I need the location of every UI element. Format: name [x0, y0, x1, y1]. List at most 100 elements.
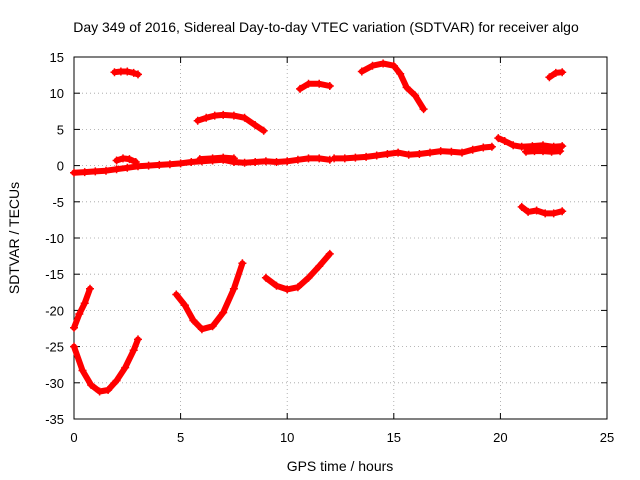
data-point — [229, 284, 238, 293]
data-point — [539, 147, 547, 156]
plot-frame — [73, 56, 608, 420]
series-arc-main-b — [330, 142, 496, 163]
data-point — [325, 82, 334, 90]
series-arc-neg22 — [70, 284, 94, 332]
data-point — [541, 209, 550, 218]
data-point — [238, 259, 247, 268]
data-point — [86, 284, 94, 293]
data-point — [494, 134, 503, 143]
series-arc-neg23 — [172, 259, 247, 334]
data-point — [394, 148, 403, 157]
series-arc-13b — [545, 68, 567, 82]
axis-ticks: 0 5 10 15 20 25 15 10 5 0 -5 -10 -15 -20 -25 -30 -35 — [45, 50, 614, 445]
data-point — [415, 150, 424, 158]
data-point — [272, 281, 281, 290]
data-point — [383, 150, 392, 158]
data-point — [261, 273, 270, 282]
data-point — [283, 157, 292, 166]
data-point — [176, 159, 185, 168]
data-point — [123, 163, 132, 172]
y-tick-label: -15 — [45, 267, 64, 282]
series-line — [358, 60, 427, 113]
series-arc-neg7 — [517, 202, 567, 218]
y-axis-label: SDTVAR / TECUs — [6, 182, 22, 294]
series-arc-14 — [357, 59, 428, 114]
series-arc-neg31 — [70, 335, 142, 396]
series-line — [173, 260, 246, 333]
data-point — [187, 158, 196, 166]
data-point — [340, 154, 349, 163]
data-point — [304, 154, 313, 163]
data-point — [70, 168, 78, 177]
data-point — [272, 158, 281, 166]
data-point — [91, 167, 100, 176]
data-point — [293, 283, 302, 292]
data-point — [330, 154, 339, 163]
data-point — [259, 126, 268, 135]
data-point — [112, 376, 121, 385]
data-point — [219, 308, 228, 317]
data-point — [509, 141, 518, 150]
data-point — [368, 61, 377, 70]
data-point — [402, 83, 411, 92]
data-point — [78, 366, 87, 375]
data-point — [129, 346, 138, 355]
series-arc-main-d — [522, 147, 565, 156]
y-tick-label: -20 — [45, 303, 64, 318]
data-point — [70, 342, 78, 351]
data-point — [487, 142, 496, 151]
series-arc-small — [112, 154, 140, 166]
x-tick-label: 10 — [280, 430, 294, 445]
data-point — [155, 160, 164, 169]
data-point — [500, 137, 509, 145]
data-point — [293, 155, 302, 164]
data-point — [436, 147, 445, 156]
data-point — [229, 154, 238, 163]
y-tick-label: 15 — [50, 50, 64, 65]
data-point — [219, 110, 228, 119]
data-point — [362, 152, 371, 161]
data-point — [189, 316, 198, 325]
data-point — [210, 111, 219, 120]
y-tick-label: 0 — [57, 159, 64, 174]
y-tick-label: -25 — [45, 340, 64, 355]
data-point — [195, 155, 204, 164]
data-point — [479, 143, 488, 152]
data-point — [372, 151, 381, 160]
series-line — [71, 336, 141, 395]
y-tick-label: -10 — [45, 231, 64, 246]
chart-title: Day 349 of 2016, Sidereal Day-to-day VTE… — [73, 19, 579, 35]
data-point — [389, 61, 398, 70]
series-line — [297, 80, 333, 92]
data-point — [112, 165, 121, 174]
data-point — [517, 142, 526, 151]
data-point — [315, 154, 324, 163]
data-point — [379, 59, 388, 68]
y-tick-label: -35 — [45, 412, 64, 427]
series-arc-main-c — [494, 134, 567, 151]
data-point — [304, 79, 313, 88]
data-point — [468, 145, 477, 154]
data-point — [134, 335, 142, 344]
data-point — [193, 116, 202, 125]
data-point — [411, 91, 420, 100]
data-point — [112, 156, 121, 165]
y-tick-label: -30 — [45, 376, 64, 391]
data-point — [229, 111, 238, 120]
data-point — [121, 363, 130, 372]
data-point — [558, 142, 567, 151]
data-point — [419, 105, 428, 114]
data-point — [87, 381, 96, 389]
data-point — [404, 150, 413, 159]
data-point — [180, 301, 189, 310]
data-point — [219, 153, 228, 162]
data-point — [524, 207, 533, 216]
data-point — [556, 147, 565, 156]
data-point — [532, 206, 541, 215]
data-point — [102, 166, 110, 175]
data-point — [131, 158, 140, 166]
x-tick-label: 0 — [70, 430, 77, 445]
x-tick-label: 25 — [600, 430, 614, 445]
data-point — [522, 147, 530, 156]
data-point — [558, 68, 567, 77]
